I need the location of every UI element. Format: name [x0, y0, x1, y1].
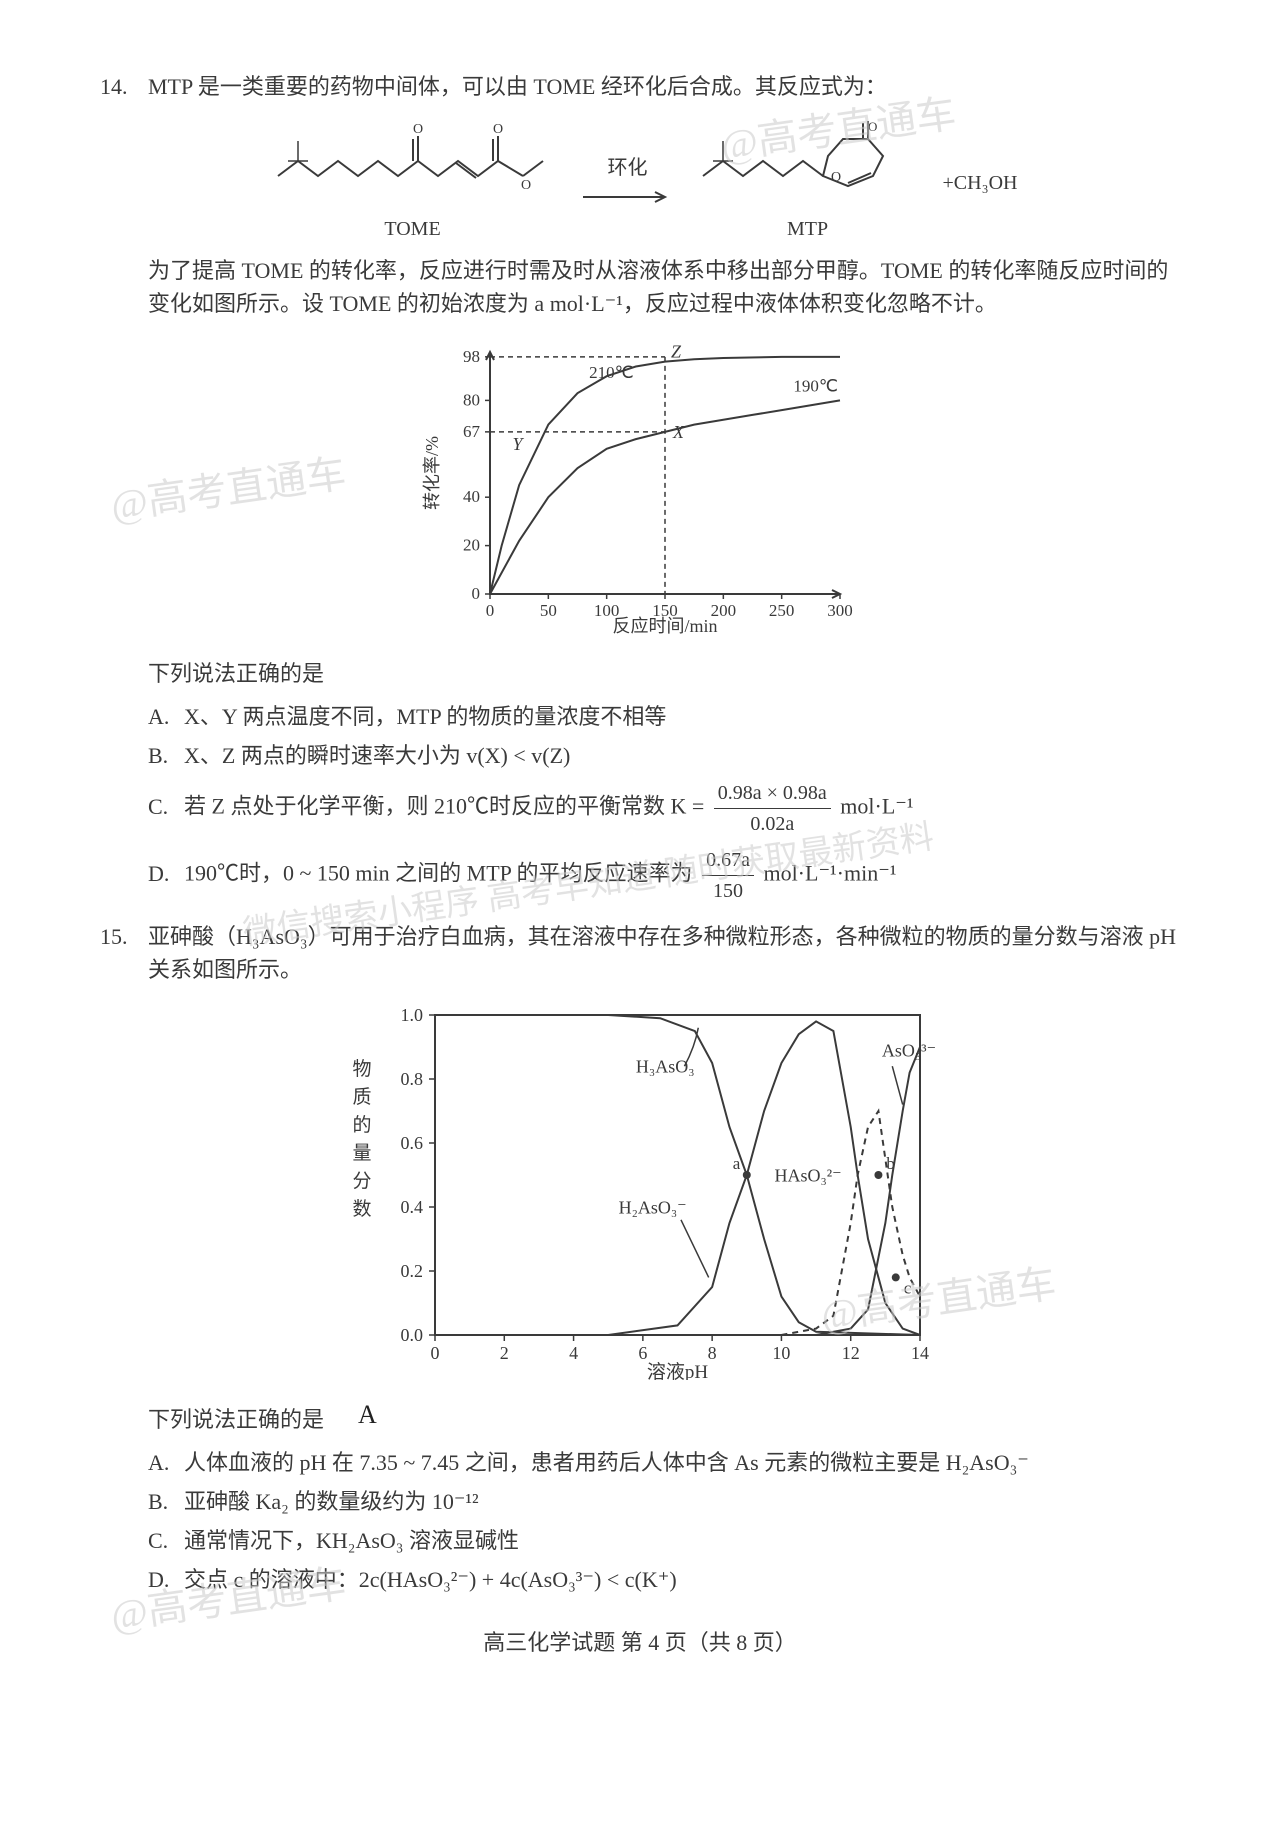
- svg-text:8: 8: [708, 1343, 717, 1363]
- svg-text:0.4: 0.4: [401, 1197, 424, 1217]
- opt-d-prefix: 190℃时，0 ~ 150 min 之间的 MTP 的平均反应速率为: [184, 861, 698, 886]
- svg-text:40: 40: [463, 487, 480, 506]
- tome-label: TOME: [263, 214, 563, 244]
- svg-text:分: 分: [352, 1170, 371, 1192]
- svg-text:H₃AsO₃: H₃AsO₃: [636, 1057, 695, 1077]
- page-footer: 高三化学试题 第 4 页（共 8 页）: [100, 1626, 1180, 1659]
- option-c-letter: C.: [148, 1524, 184, 1557]
- svg-text:80: 80: [463, 390, 480, 409]
- svg-text:反应时间/min: 反应时间/min: [612, 616, 717, 634]
- option-15a: 人体血液的 pH 在 7.35 ~ 7.45 之间，患者用药后人体中含 As 元…: [184, 1446, 1180, 1479]
- svg-text:AsO₃³⁻: AsO₃³⁻: [882, 1041, 936, 1061]
- option-d-letter: D.: [148, 857, 184, 890]
- svg-text:4: 4: [569, 1343, 578, 1363]
- frac-den: 150: [702, 876, 754, 906]
- opt-d-suffix: mol·L⁻¹·min⁻¹: [763, 861, 896, 886]
- svg-text:质: 质: [352, 1086, 371, 1108]
- svg-text:12: 12: [842, 1343, 860, 1363]
- svg-text:210℃: 210℃: [589, 363, 634, 382]
- svg-text:2: 2: [500, 1343, 509, 1363]
- option-14d: 190℃时，0 ~ 150 min 之间的 MTP 的平均反应速率为 0.67a…: [184, 845, 1180, 906]
- species-fraction-chart: 0 2 4 6 8 10 12 14 0.0 0.2 0.4 0.6 0.8 1.0 溶液pH 物质的量分数 H…: [340, 1000, 940, 1380]
- svg-text:O: O: [412, 122, 422, 137]
- svg-text:b: b: [886, 1154, 895, 1173]
- svg-text:0.6: 0.6: [401, 1133, 424, 1153]
- svg-text:0: 0: [472, 584, 481, 603]
- svg-text:98: 98: [463, 347, 480, 366]
- conversion-rate-chart: 05010015020025030002040678098反应时间/min转化率…: [420, 334, 860, 634]
- option-15d: 交点 c 的溶液中：2c(HAsO₃²⁻) + 4c(AsO₃³⁻) < c(K…: [184, 1563, 1180, 1596]
- svg-text:O: O: [831, 170, 841, 185]
- svg-text:X: X: [672, 422, 685, 442]
- svg-text:190℃: 190℃: [793, 377, 838, 396]
- svg-text:20: 20: [463, 536, 480, 555]
- svg-text:300: 300: [827, 601, 853, 620]
- option-15b: 亚砷酸 Ka₂ 的数量级约为 10⁻¹²: [184, 1485, 1180, 1518]
- svg-text:c: c: [904, 1278, 912, 1297]
- svg-text:Y: Y: [513, 434, 525, 454]
- opt-c-prefix: 若 Z 点处于化学平衡，则 210℃时反应的平衡常数 K =: [184, 794, 710, 819]
- question-number-14: 14.: [100, 70, 148, 103]
- question-14-intro: MTP 是一类重要的药物中间体，可以由 TOME 经环化后合成。其反应式为：: [148, 70, 1180, 103]
- question-15-stem: 下列说法正确的是: [148, 1407, 324, 1432]
- option-b-letter: B.: [148, 739, 184, 772]
- mtp-label: MTP: [693, 214, 923, 244]
- svg-text:50: 50: [540, 601, 557, 620]
- frac-num: 0.98a × 0.98a: [714, 778, 831, 809]
- frac-den: 0.02a: [714, 809, 831, 839]
- svg-text:a: a: [733, 1154, 741, 1173]
- svg-text:0: 0: [431, 1343, 440, 1363]
- opt-c-suffix: mol·L⁻¹: [840, 794, 913, 819]
- svg-text:O: O: [521, 178, 531, 193]
- option-14b: X、Z 两点的瞬时速率大小为 v(X) < v(Z): [184, 739, 1180, 772]
- option-b-letter: B.: [148, 1485, 184, 1518]
- arrow-label: 环化: [583, 153, 673, 183]
- svg-text:O: O: [492, 122, 502, 137]
- svg-text:HAsO₃²⁻: HAsO₃²⁻: [775, 1165, 842, 1185]
- byproduct: +CH₃OH: [943, 168, 1018, 198]
- reaction-arrow: 环化: [583, 153, 673, 213]
- svg-text:量: 量: [352, 1143, 371, 1164]
- svg-text:250: 250: [769, 601, 795, 620]
- frac-num: 0.67a: [702, 845, 754, 876]
- svg-text:0.2: 0.2: [401, 1261, 424, 1281]
- svg-text:14: 14: [911, 1343, 929, 1363]
- molecule-tome: O O O TOME: [263, 121, 563, 244]
- svg-text:Z: Z: [671, 342, 682, 362]
- molecule-mtp: O O MTP: [693, 121, 923, 244]
- option-d-letter: D.: [148, 1563, 184, 1596]
- svg-text:67: 67: [463, 422, 481, 441]
- svg-text:0.0: 0.0: [401, 1325, 424, 1345]
- option-14a: X、Y 两点温度不同，MTP 的物质的量浓度不相等: [184, 700, 1180, 733]
- svg-text:6: 6: [638, 1343, 647, 1363]
- reaction-equation: O O O TOME 环化 O O MTP +CH₃OH: [100, 121, 1180, 244]
- svg-text:H₂AsO₃⁻: H₂AsO₃⁻: [619, 1197, 687, 1217]
- handwritten-answer: A: [358, 1395, 377, 1434]
- svg-text:O: O: [868, 121, 877, 134]
- question-14-para: 为了提高 TOME 的转化率，反应进行时需及时从溶液体系中移出部分甲醇。TOME…: [148, 254, 1180, 320]
- svg-text:0: 0: [486, 601, 495, 620]
- svg-text:溶液pH: 溶液pH: [647, 1361, 709, 1380]
- svg-text:数: 数: [352, 1198, 371, 1220]
- svg-text:转化率/%: 转化率/%: [422, 436, 442, 510]
- svg-text:1.0: 1.0: [401, 1005, 424, 1025]
- option-c-letter: C.: [148, 790, 184, 823]
- question-number-15: 15.: [100, 920, 148, 986]
- option-14c: 若 Z 点处于化学平衡，则 210℃时反应的平衡常数 K = 0.98a × 0…: [184, 778, 1180, 839]
- question-14-stem: 下列说法正确的是: [148, 657, 1180, 690]
- svg-text:10: 10: [772, 1343, 790, 1363]
- option-a-letter: A.: [148, 1446, 184, 1479]
- svg-text:0.8: 0.8: [401, 1069, 424, 1089]
- svg-text:物: 物: [352, 1058, 371, 1080]
- svg-text:的: 的: [352, 1114, 371, 1136]
- option-a-letter: A.: [148, 700, 184, 733]
- option-15c: 通常情况下，KH₂AsO₃ 溶液显碱性: [184, 1524, 1180, 1557]
- question-15-intro: 亚砷酸（H₃AsO₃）可用于治疗白血病，其在溶液中存在多种微粒形态，各种微粒的物…: [148, 920, 1180, 986]
